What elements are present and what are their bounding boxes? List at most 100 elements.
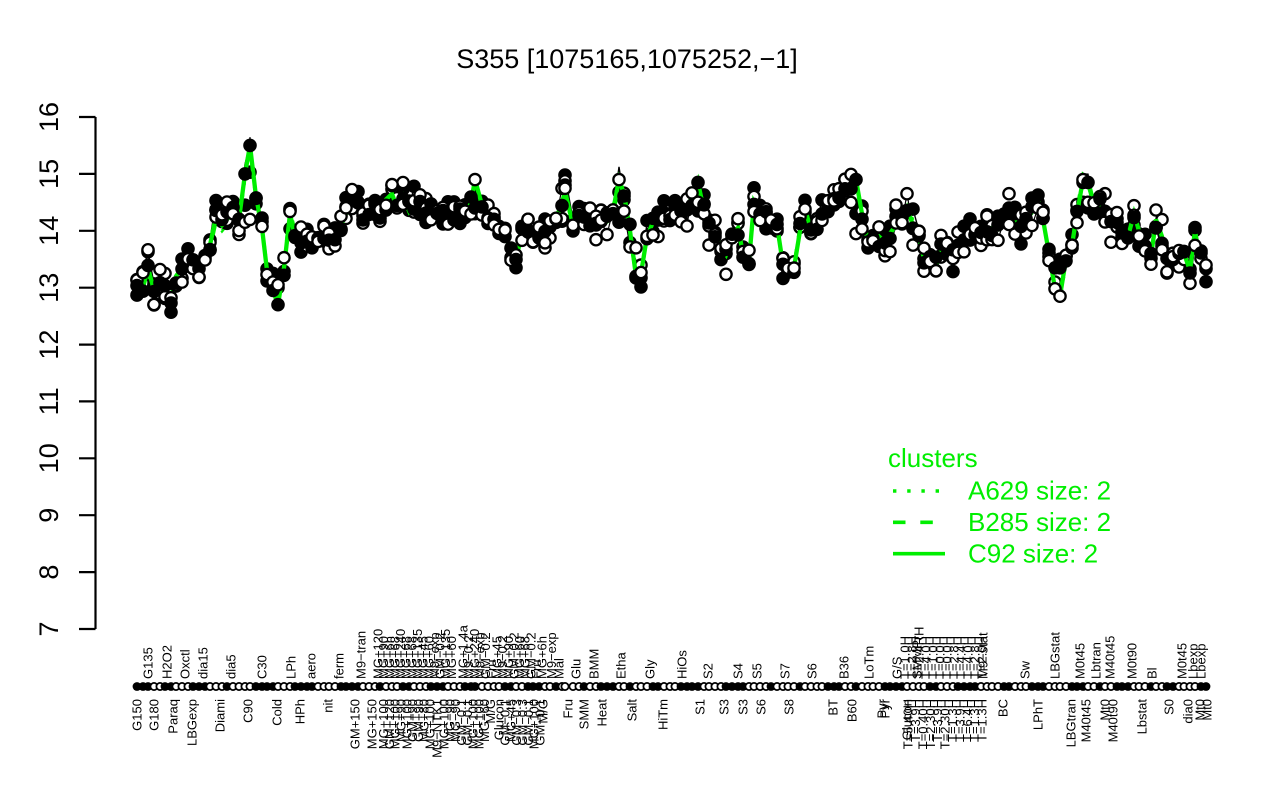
svg-text:HPh: HPh	[293, 699, 308, 724]
svg-text:MG+100: MG+100	[471, 699, 486, 749]
svg-text:T=1.3H: T=1.3H	[967, 699, 982, 742]
svg-text:T=5.40H: T=5.40H	[901, 699, 916, 749]
svg-text:T=4.4H: T=4.4H	[954, 636, 969, 679]
svg-text:8: 8	[34, 565, 64, 580]
svg-text:S0: S0	[1162, 699, 1177, 715]
svg-text:S7: S7	[778, 663, 793, 679]
svg-text:S5: S5	[750, 663, 765, 679]
svg-text:H2O2: H2O2	[160, 645, 175, 679]
svg-text:MG+68: MG+68	[399, 636, 414, 679]
svg-text:T=3.9H: T=3.9H	[908, 699, 923, 742]
svg-text:Etha: Etha	[614, 651, 629, 679]
svg-text:M/G: M/G	[536, 699, 551, 724]
svg-text:dia0: dia0	[1181, 699, 1196, 724]
svg-text:S6: S6	[805, 663, 820, 679]
svg-text:M9−exp: M9−exp	[544, 632, 559, 679]
svg-text:T=4.0H: T=4.0H	[919, 636, 934, 679]
svg-text:T=3.9H: T=3.9H	[952, 699, 967, 742]
svg-text:M9−0.2: M9−0.2	[495, 635, 510, 679]
svg-text:S355 [1075165,1075252,−1]: S355 [1075165,1075252,−1]	[456, 44, 798, 74]
svg-text:Bl: Bl	[1145, 667, 1160, 679]
svg-text:M0t90: M0t90	[1125, 643, 1140, 679]
svg-text:S6: S6	[754, 699, 769, 715]
svg-text:G150: G150	[130, 699, 145, 731]
svg-text:Glucon: Glucon	[492, 699, 507, 740]
svg-text:Heat: Heat	[595, 699, 610, 727]
svg-text:G180: G180	[147, 699, 162, 731]
svg-text:T=1.3H: T=1.3H	[945, 699, 960, 742]
svg-text:MG+100: MG+100	[376, 699, 391, 749]
svg-text:GM−0.3: GM−0.3	[515, 699, 530, 746]
svg-text:MG−60: MG−60	[477, 699, 492, 742]
svg-text:MG+45: MG+45	[416, 636, 431, 679]
svg-text:C30: C30	[255, 655, 270, 679]
svg-text:A629 size: 2: A629 size: 2	[968, 476, 1111, 506]
svg-text:MG+240: MG+240	[393, 629, 408, 679]
svg-text:MG+90: MG+90	[394, 699, 409, 742]
svg-text:MG+100: MG+100	[399, 699, 414, 749]
svg-text:MG+45: MG+45	[490, 636, 505, 679]
svg-text:S1: S1	[693, 699, 708, 715]
svg-text:Sw: Sw	[1018, 660, 1033, 679]
svg-text:S2: S2	[701, 663, 716, 679]
svg-text:Fru: Fru	[484, 660, 499, 680]
svg-text:Mal: Mal	[552, 658, 567, 679]
svg-text:Lbtran: Lbtran	[1089, 642, 1104, 679]
svg-text:Mt0: Mt0	[1193, 699, 1208, 721]
svg-text:clusters: clusters	[888, 443, 978, 473]
svg-text:Gly: Gly	[643, 659, 658, 679]
svg-text:M0t45: M0t45	[1073, 643, 1088, 679]
svg-text:Glu: Glu	[569, 659, 584, 679]
svg-text:M9−exp: M9−exp	[473, 632, 488, 679]
svg-text:GM−0.1: GM−0.1	[460, 699, 475, 746]
svg-text:LoTm: LoTm	[862, 646, 877, 679]
svg-text:aero: aero	[304, 653, 319, 679]
svg-text:15: 15	[34, 159, 64, 189]
svg-text:M9−NTK1: M9−NTK1	[430, 699, 445, 758]
svg-text:GM−0.1: GM−0.1	[532, 699, 547, 746]
svg-text:T=2.30H: T=2.30H	[938, 699, 953, 749]
svg-text:M40t45: M40t45	[1079, 699, 1094, 742]
svg-text:MG+135: MG+135	[410, 629, 425, 679]
svg-text:T=3.9H: T=3.9H	[930, 699, 945, 742]
svg-text:GM−0.1: GM−0.1	[521, 699, 536, 746]
svg-text:MG+60: MG+60	[421, 636, 436, 679]
svg-text:MG+100: MG+100	[466, 699, 481, 749]
svg-text:9: 9	[34, 508, 64, 523]
svg-text:Fru: Fru	[529, 660, 544, 680]
svg-text:BC: BC	[996, 699, 1011, 717]
svg-text:GM−0.2: GM−0.2	[523, 632, 538, 679]
svg-text:MG−90: MG−90	[442, 699, 457, 742]
svg-text:MG+120: MG+120	[371, 629, 386, 679]
svg-text:T=2.0H: T=2.0H	[975, 636, 990, 679]
svg-text:T=1.0H: T=1.0H	[898, 636, 913, 679]
svg-text:MG+68: MG+68	[387, 636, 402, 679]
svg-text:LPh: LPh	[284, 656, 299, 679]
svg-text:MG+45: MG+45	[503, 699, 518, 742]
svg-text:G/S: G/S	[890, 656, 905, 679]
svg-text:Lbexp: Lbexp	[1186, 644, 1201, 679]
svg-text:BT: BT	[826, 699, 841, 716]
svg-text:Fru: Fru	[561, 699, 576, 719]
svg-text:S3: S3	[717, 699, 732, 715]
svg-text:GM−0.2: GM−0.2	[478, 632, 493, 679]
svg-text:MG+60: MG+60	[444, 636, 459, 679]
svg-text:Cold: Cold	[270, 699, 285, 726]
svg-text:C90: C90	[241, 699, 256, 723]
svg-text:ferm: ferm	[332, 653, 347, 679]
svg-text:T=0.0H: T=0.0H	[933, 636, 948, 679]
svg-text:Paraq: Paraq	[166, 699, 181, 734]
svg-text:HiOs: HiOs	[675, 650, 690, 679]
svg-text:MG−90: MG−90	[448, 699, 463, 742]
svg-text:T=4.0H: T=4.0H	[961, 636, 976, 679]
svg-text:T=0.0H: T=0.0H	[940, 636, 955, 679]
svg-text:Mt0: Mt0	[1200, 699, 1215, 721]
svg-text:10: 10	[34, 443, 64, 473]
svg-text:MG+240: MG+240	[467, 629, 482, 679]
svg-text:GM−0.2: GM−0.2	[506, 632, 521, 679]
svg-text:GM+150: GM+150	[348, 699, 363, 749]
svg-text:B285 size: 2: B285 size: 2	[968, 507, 1111, 537]
svg-text:B36: B36	[837, 656, 852, 679]
svg-text:MG+6h: MG+6h	[535, 636, 550, 679]
svg-text:MG+68: MG+68	[404, 636, 419, 679]
